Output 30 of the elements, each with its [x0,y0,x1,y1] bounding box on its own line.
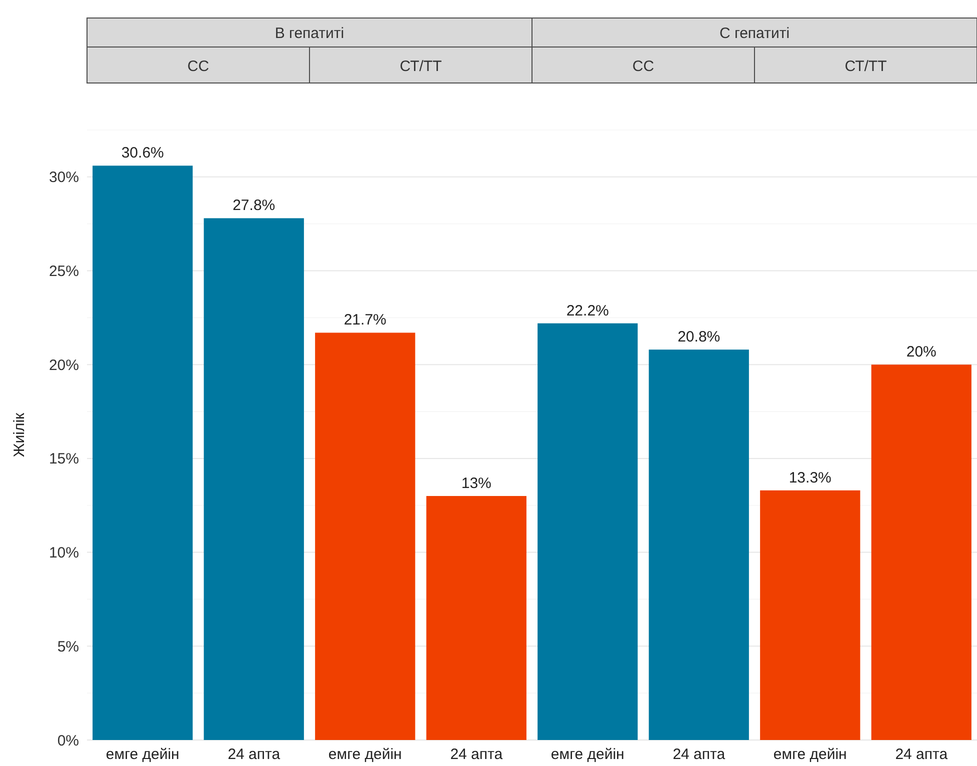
y-axis-title: Жиілік [11,412,28,458]
data-label: 22.2% [566,302,609,320]
y-tick-label: 20% [48,356,79,374]
data-label: 21.7% [344,312,386,329]
data-label: 30.6% [121,144,164,162]
chart-title: СС [632,58,654,75]
data-label: 27.8% [232,197,276,214]
data-label: 13% [461,475,492,492]
x-tick-label: 24 апта [895,746,948,763]
data-label: 20.8% [678,328,720,346]
y-tick-label: 25% [48,263,79,280]
y-tick-label: 5% [57,638,79,656]
y-tick-label: 0% [57,732,79,750]
x-tick-label: емге дейін [773,746,847,763]
x-tick-label: емге дейін [328,746,402,763]
data-label: 13.3% [788,469,832,486]
x-tick-label: 24 апта [228,746,281,763]
data-label: 20% [906,344,936,361]
y-tick-label: 10% [48,544,79,562]
chart-subtitle: С гепатиті [719,25,790,42]
chart-title: СТ/ТТ [844,58,887,75]
y-tick-label: 15% [48,450,79,468]
x-tick-label: емге дейін [106,746,180,763]
x-tick-label: емге дейін [550,746,624,763]
x-tick-label: 24 апта [450,746,504,763]
chart-title: СТ/ТТ [400,58,442,75]
chart-subtitle: В гепатиті [274,25,344,42]
y-tick-label: 30% [48,169,79,186]
chart-title: СС [187,58,210,75]
x-tick-label: 24 апта [672,746,726,763]
